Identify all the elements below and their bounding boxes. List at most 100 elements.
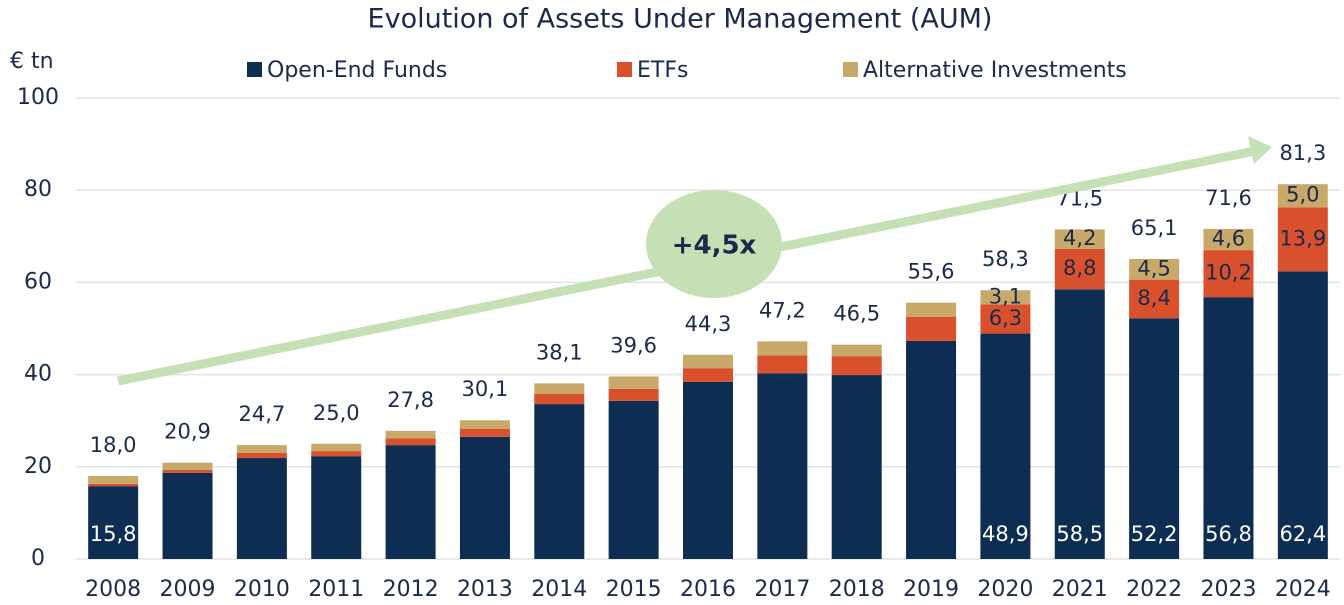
x-tick-label: 2014	[531, 577, 587, 602]
bar-segment	[311, 456, 362, 559]
legend-swatch	[843, 62, 858, 77]
x-tick-label: 2013	[457, 577, 513, 602]
bar-segment	[683, 368, 733, 382]
value-label: 4,5	[1137, 256, 1170, 280]
total-label: 18,0	[90, 433, 137, 457]
bar-segment	[1277, 271, 1328, 559]
x-tick-label: 2023	[1200, 577, 1256, 602]
bar-segment	[1203, 250, 1254, 298]
bar-segment	[385, 445, 436, 559]
bar-segment	[88, 486, 139, 559]
bar-segment	[980, 290, 1031, 305]
x-tick-label: 2024	[1275, 577, 1331, 602]
value-label: 15,8	[90, 522, 137, 546]
total-label: 71,6	[1205, 186, 1252, 210]
bar-segment	[459, 420, 510, 429]
total-label: 58,3	[982, 247, 1029, 271]
total-label: 65,1	[1131, 216, 1178, 240]
bar-segment	[236, 452, 287, 459]
bar-segment	[534, 393, 585, 405]
arrow-head	[1248, 136, 1272, 164]
bar-segment	[1277, 207, 1328, 272]
y-tick-label: 80	[24, 177, 52, 202]
y-axis-label: € tn	[10, 49, 54, 74]
bar-segment	[980, 333, 1031, 559]
bar-segment	[683, 381, 733, 559]
bar-segment	[534, 383, 585, 394]
value-label: 62,4	[1279, 522, 1326, 546]
x-tick-label: 2010	[234, 577, 290, 602]
x-tick-label: 2021	[1052, 577, 1108, 602]
bar-segment	[311, 443, 362, 452]
bar-segment	[831, 375, 882, 559]
x-tick-label: 2015	[606, 577, 662, 602]
x-tick-label: 2012	[383, 577, 439, 602]
legend-swatch	[617, 62, 632, 77]
bar-segment	[906, 316, 957, 341]
total-label: 27,8	[387, 388, 434, 412]
bar-segment	[1054, 248, 1105, 290]
bar-segment	[534, 404, 585, 559]
value-label: 52,2	[1131, 522, 1178, 546]
bar-segment	[1129, 258, 1180, 280]
total-label: 55,6	[908, 260, 955, 284]
y-tick-label: 20	[24, 454, 52, 479]
bar-segment	[385, 430, 436, 439]
bar-segment	[385, 438, 436, 446]
chart-title: Evolution of Assets Under Management (AU…	[368, 4, 993, 35]
bar-segment	[1203, 228, 1254, 251]
x-tick-label: 2019	[903, 577, 959, 602]
bar-segment	[1203, 297, 1254, 559]
y-tick-label: 0	[31, 546, 45, 571]
bar-segment	[1129, 318, 1180, 559]
value-label: 56,8	[1205, 522, 1252, 546]
bar-segment	[236, 458, 287, 559]
x-tick-label: 2020	[977, 577, 1033, 602]
bar-segment	[162, 470, 213, 473]
x-tick-label: 2009	[160, 577, 216, 602]
value-label: 4,6	[1212, 227, 1245, 251]
legend-label: ETFs	[637, 58, 688, 83]
value-label: 48,9	[982, 522, 1029, 546]
bar-segment	[608, 388, 659, 401]
total-label: 39,6	[610, 333, 657, 357]
value-label: 13,9	[1279, 226, 1326, 250]
bar-segment	[1054, 229, 1105, 249]
value-label: 8,8	[1063, 256, 1096, 280]
bar-segment	[88, 476, 139, 484]
bar-segment	[459, 428, 510, 437]
total-label: 30,1	[462, 377, 509, 401]
x-tick-label: 2011	[308, 577, 364, 602]
y-tick-label: 40	[24, 362, 52, 387]
value-label: 4,2	[1063, 226, 1096, 250]
x-tick-label: 2008	[85, 577, 141, 602]
value-label: 6,3	[989, 306, 1022, 330]
value-label: 8,4	[1137, 286, 1170, 310]
annotation: +4,5x	[672, 231, 757, 261]
legend-swatch	[247, 62, 262, 77]
total-label: 47,2	[759, 298, 806, 322]
legend-label: Open-End Funds	[267, 58, 447, 83]
total-label: 25,0	[313, 401, 360, 425]
bar-segment	[1054, 289, 1105, 559]
bar-segment	[757, 355, 808, 374]
annotation-bubble	[646, 190, 782, 298]
total-label: 38,1	[536, 340, 583, 364]
bar-segment	[162, 462, 213, 471]
bar-segment	[459, 436, 510, 559]
bar-segment	[831, 344, 882, 357]
bar-segment	[88, 483, 139, 487]
bar-segment	[980, 304, 1031, 334]
bar-segment	[311, 451, 362, 457]
bar-segment	[1129, 279, 1180, 319]
bar-segment	[757, 373, 808, 559]
bar-segment	[683, 354, 733, 369]
bar-segment	[906, 340, 957, 559]
total-label: 20,9	[164, 420, 211, 444]
value-label: 10,2	[1205, 261, 1252, 285]
legend-label: Alternative Investments	[863, 58, 1127, 83]
bar-segment	[608, 400, 659, 559]
total-label: 81,3	[1279, 141, 1326, 165]
value-label: 58,5	[1056, 522, 1103, 546]
